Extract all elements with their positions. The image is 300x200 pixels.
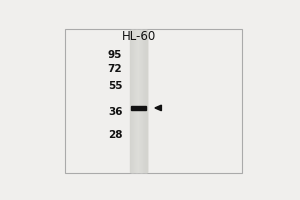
Text: 36: 36 [108,107,122,117]
Text: 95: 95 [108,50,122,60]
Text: 72: 72 [108,64,122,74]
Bar [139,30,140,172]
Text: 55: 55 [108,81,122,91]
Bar [65,29,242,173]
Bar [146,30,147,172]
Bar [135,30,136,172]
Bar [131,106,146,110]
Text: HL-60: HL-60 [122,30,156,43]
Bar [130,30,147,172]
Bar [142,30,143,172]
Bar [144,30,145,172]
Bar [137,30,138,172]
Bar [133,30,134,172]
Bar [142,30,143,172]
Bar [136,30,137,172]
Polygon shape [155,105,161,111]
Bar [143,30,144,172]
Bar [135,30,136,172]
Bar [146,30,147,172]
Bar [139,30,140,172]
Bar [144,30,145,172]
Text: 28: 28 [108,130,122,140]
Bar [130,30,131,172]
Bar [138,30,139,172]
Bar [140,30,141,172]
Bar [141,30,142,172]
Bar [131,30,132,172]
Bar [137,30,138,172]
Bar [145,30,146,172]
Bar [134,30,135,172]
Bar [131,30,132,172]
Bar [132,30,133,172]
